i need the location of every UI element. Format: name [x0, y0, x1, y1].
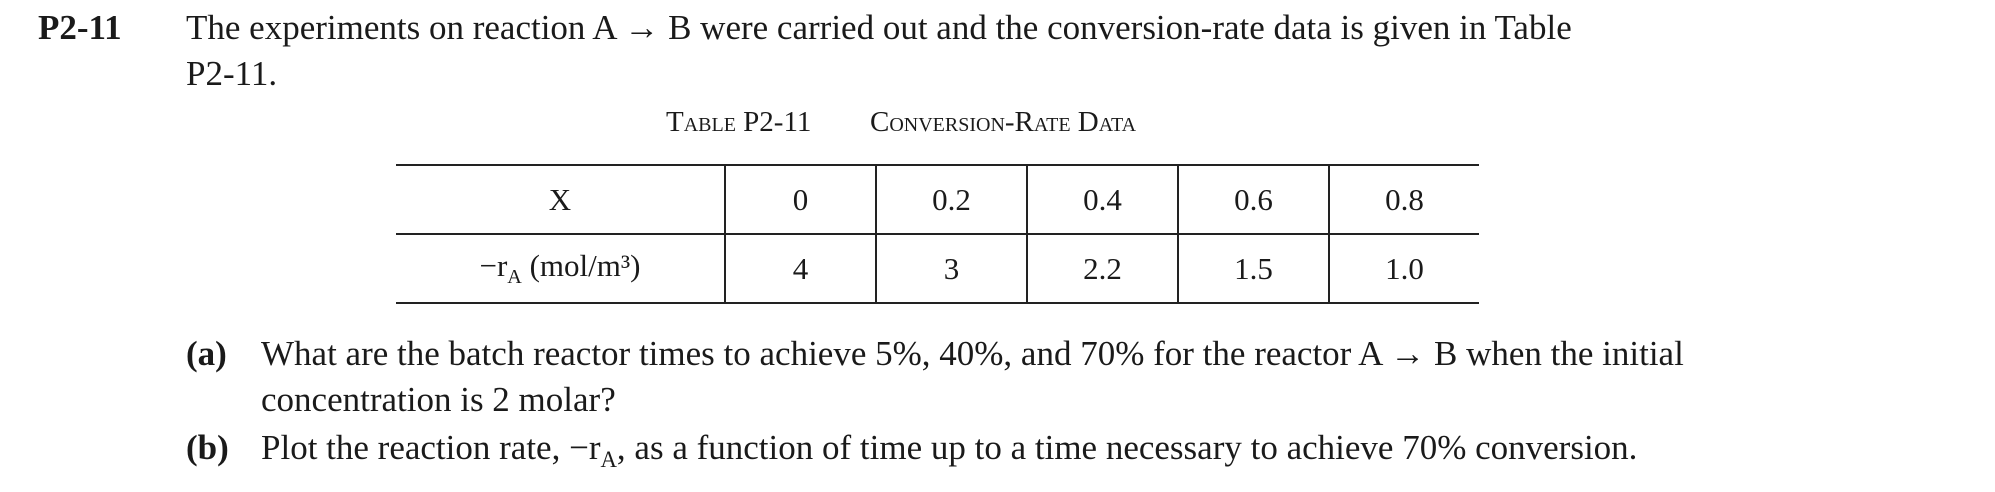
- part-label: (a): [186, 334, 227, 373]
- cell: 0.6: [1177, 164, 1329, 235]
- row-label: X: [396, 164, 725, 235]
- cell: 1.0: [1328, 234, 1479, 304]
- unit: (mol/m³): [529, 247, 641, 283]
- part-line: Plot the reaction rate, −rA, as a functi…: [261, 428, 1637, 480]
- statement-line: P2-11.: [186, 54, 278, 93]
- problem-id: P2-11: [38, 8, 122, 47]
- cell: 1.5: [1177, 234, 1329, 304]
- data-table: X 0 0.2 0.4 0.6 0.8 −rA (mol/m³) 4 3 2.2…: [396, 164, 1479, 304]
- part-label: (b): [186, 428, 229, 467]
- cell: 2.2: [1026, 234, 1178, 304]
- part-line: What are the batch reactor times to achi…: [261, 334, 1684, 373]
- row-label: −rA (mol/m³): [396, 234, 725, 304]
- part-line: concentration is 2 molar?: [261, 380, 616, 419]
- cell: 0.4: [1026, 164, 1178, 235]
- text: Plot the reaction rate, −r: [261, 428, 601, 467]
- table-title: Conversion-Rate Data: [870, 106, 1137, 138]
- cell: 3: [875, 234, 1027, 304]
- table-row: −rA (mol/m³) 4 3 2.2 1.5 1.0: [396, 234, 1479, 304]
- cell: 0.8: [1328, 164, 1479, 235]
- table-row: X 0 0.2 0.4 0.6 0.8: [396, 164, 1479, 235]
- subscript: A: [507, 266, 522, 289]
- cell: 0: [724, 164, 876, 235]
- statement-line: The experiments on reaction A → B were c…: [186, 8, 1572, 47]
- table-label: Table P2-11: [666, 106, 812, 138]
- cell: 0.2: [875, 164, 1027, 235]
- subscript: A: [600, 447, 617, 472]
- symbol: −r: [479, 247, 508, 283]
- cell: 4: [724, 234, 876, 304]
- text: , as a function of time up to a time nec…: [616, 428, 1638, 467]
